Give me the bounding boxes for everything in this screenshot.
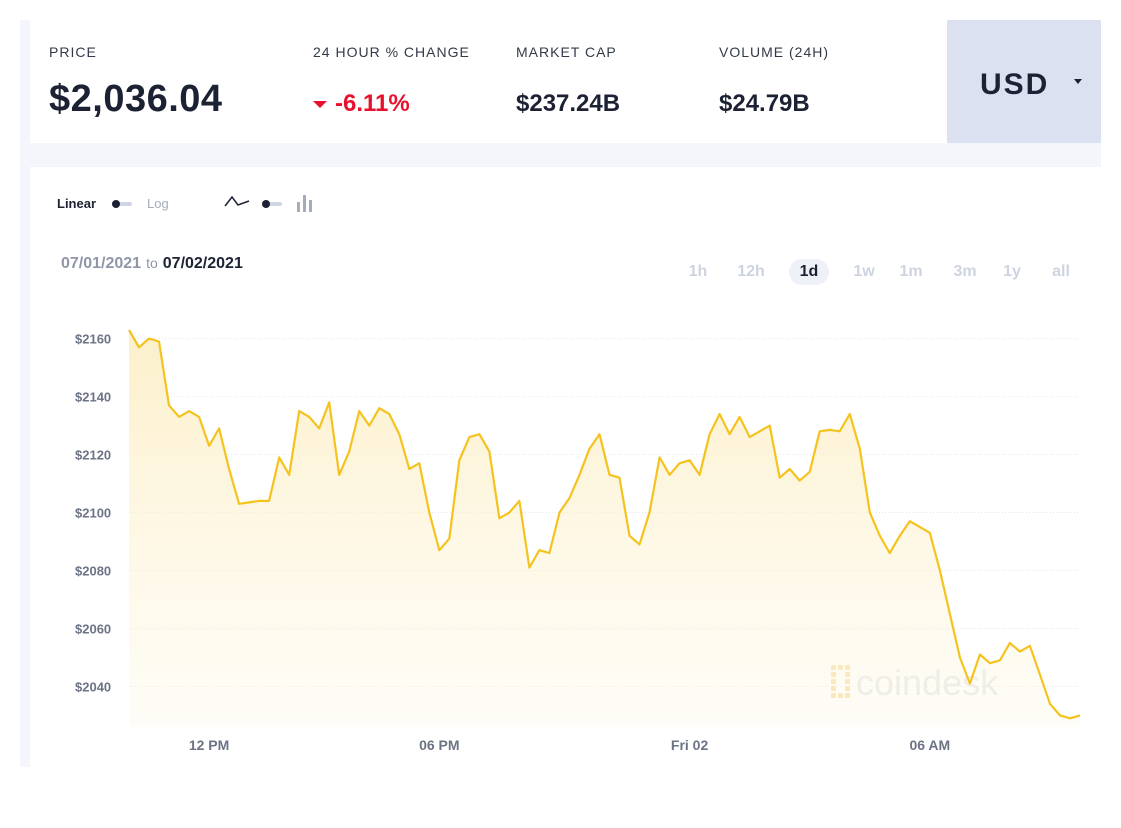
caret-down-icon xyxy=(1074,79,1082,84)
currency-label: USD xyxy=(980,68,1050,101)
chart-area: $2040 $2060 $2080 $2100 $2120 $2140 $2160 12 PM… xyxy=(30,167,1101,767)
range-tab-1d[interactable]: 1d xyxy=(789,259,829,285)
currency-dropdown[interactable]: USD xyxy=(947,20,1101,143)
range-tab-12h[interactable]: 12h xyxy=(737,263,765,280)
scale-linear-label[interactable]: Linear xyxy=(57,196,97,211)
scale-log-label[interactable]: Log xyxy=(147,196,169,211)
x-tick-label: 12 PM xyxy=(189,737,229,753)
volume-label: VOLUME (24H) xyxy=(719,44,830,60)
range-tab-all[interactable]: all xyxy=(1052,263,1070,280)
date-to[interactable]: 07/02/2021 xyxy=(162,255,243,272)
range-tab-1y[interactable]: 1y xyxy=(1003,263,1021,280)
y-tick-label: $2140 xyxy=(75,390,111,405)
date-to-word: to xyxy=(146,255,158,271)
y-tick-label: $2080 xyxy=(75,563,111,578)
y-tick-label: $2060 xyxy=(75,621,111,636)
axis-layer: $2040 $2060 $2080 $2100 $2120 $2140 $2160 12 PM… xyxy=(75,332,950,753)
y-tick-label: $2120 xyxy=(75,448,111,463)
date-range: 07/01/2021 to 07/02/2021 xyxy=(61,255,243,273)
market-cap-label: MARKET CAP xyxy=(516,44,617,60)
change-label: 24 HOUR % CHANGE xyxy=(313,44,470,60)
x-tick-label: Fri 02 xyxy=(671,737,709,753)
stats-header: PRICE $2,036.04 24 HOUR % CHANGE -6.11% … xyxy=(30,20,947,143)
chart-type-toggle[interactable] xyxy=(262,200,284,208)
volume-value: $24.79B xyxy=(719,90,810,117)
down-arrow-icon xyxy=(313,101,327,109)
x-tick-label: 06 AM xyxy=(909,737,950,753)
range-tab-1h[interactable]: 1h xyxy=(688,263,708,280)
market-cap-value: $237.24B xyxy=(516,90,621,117)
y-tick-label: $2160 xyxy=(75,332,111,347)
range-tab-1w[interactable]: 1w xyxy=(853,263,875,280)
range-tab-3m[interactable]: 3m xyxy=(953,263,977,280)
x-tick-label: 06 PM xyxy=(419,737,459,753)
range-tab-1m[interactable]: 1m xyxy=(899,263,923,280)
price-chart: $2040 $2060 $2080 $2100 $2120 $2140 $2160 12 PM… xyxy=(75,329,1081,753)
price-label: PRICE xyxy=(49,44,97,60)
line-chart-icon[interactable] xyxy=(224,194,250,210)
y-tick-label: $2100 xyxy=(75,506,111,521)
scale-toggle[interactable] xyxy=(112,200,134,208)
price-line-series xyxy=(128,329,1081,720)
date-from[interactable]: 07/01/2021 xyxy=(61,255,142,272)
change-value-row: -6.11% xyxy=(313,90,410,118)
time-range-tabs: 1h 12h 1d 1w 1m 3m 1y all xyxy=(30,259,1101,285)
y-tick-label: $2040 xyxy=(75,679,111,694)
price-value: $2,036.04 xyxy=(49,78,223,120)
bar-chart-icon[interactable] xyxy=(297,194,315,212)
price-area-fill xyxy=(129,329,1080,727)
change-value: -6.11% xyxy=(335,90,410,117)
